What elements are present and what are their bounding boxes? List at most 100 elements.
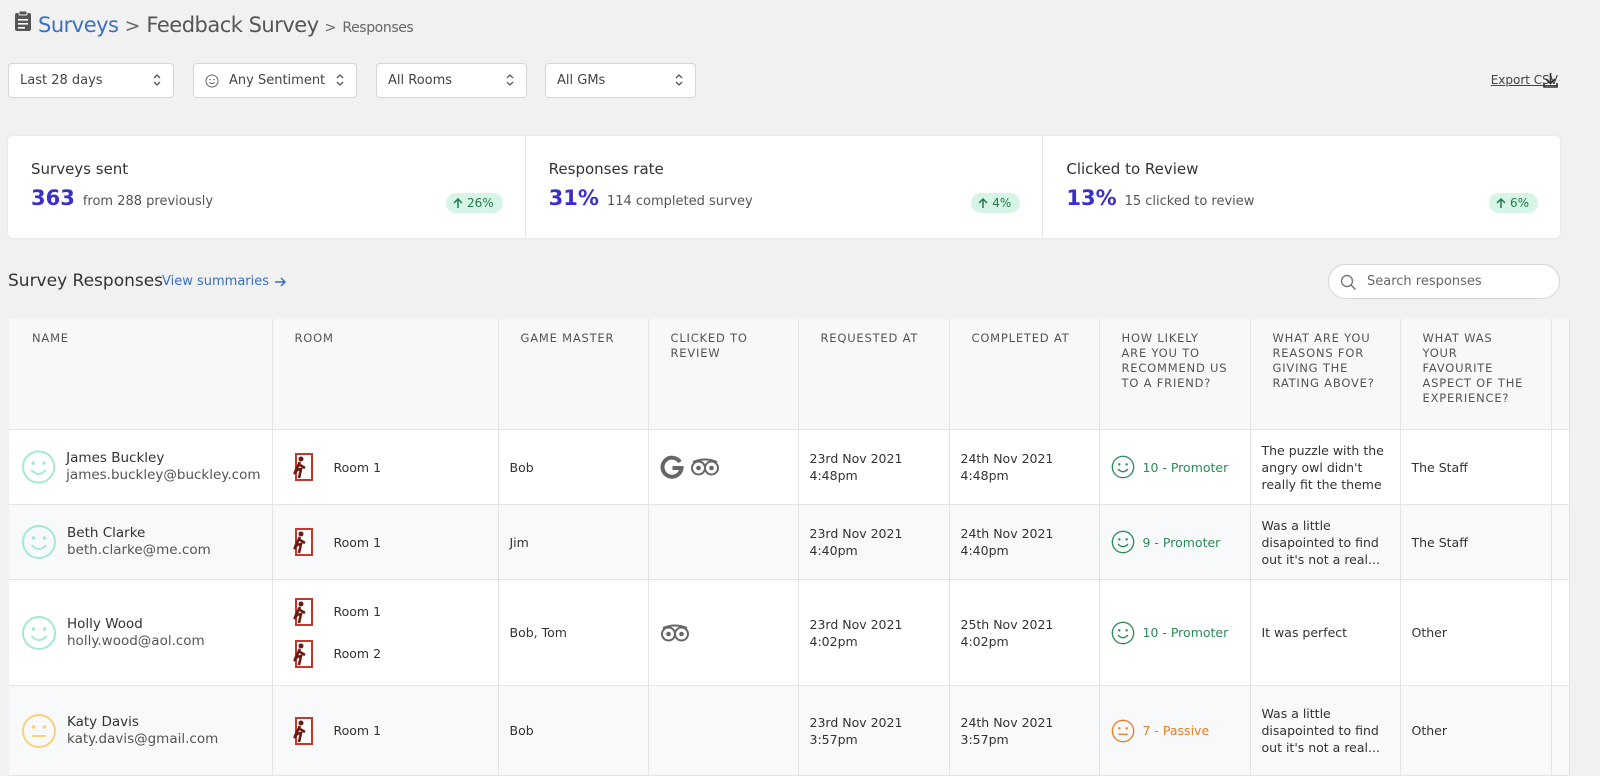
date: 24th Nov 2021 <box>960 451 1054 466</box>
name-block: Katy Davis katy.davis@gmail.com <box>20 713 261 749</box>
section-title: Survey Responses <box>8 271 164 291</box>
column-header: ROOM <box>272 319 499 430</box>
response-row[interactable]: Katy Davis katy.davis@gmail.com Room 1 Bo… <box>9 685 1570 776</box>
stat-value: 31% <box>548 186 599 210</box>
date: 23rd Nov 2021 <box>809 526 903 541</box>
stat-change-value: 26% <box>467 196 494 210</box>
score: 10 - Promoter <box>1111 621 1239 645</box>
respondent-email: katy.davis@gmail.com <box>67 730 219 747</box>
reason-cell: Was a little disapointed to find out it'… <box>1250 685 1401 776</box>
column-header: REQUESTED AT <box>798 319 950 430</box>
score: 9 - Promoter <box>1111 530 1239 554</box>
time: 4:02pm <box>960 633 1009 649</box>
review-cell <box>648 579 799 686</box>
time: 4:02pm <box>809 633 858 649</box>
up-arrow <box>1496 197 1506 208</box>
contact: Katy Davis katy.davis@gmail.com <box>67 714 218 748</box>
response-row[interactable]: Holly Wood holly.wood@aol.com Room 1 Room … <box>9 579 1570 686</box>
room-filter[interactable]: All Rooms <box>376 63 527 98</box>
contact: James Buckley james.buckley@buckley.com <box>66 450 260 484</box>
breadcrumb-separator: > <box>124 15 141 37</box>
breadcrumb-page: Responses <box>342 20 414 36</box>
filter-label: All Rooms <box>388 73 453 88</box>
download-icon[interactable] <box>1543 72 1558 88</box>
view-summaries[interactable]: View summaries <box>162 274 287 289</box>
review-cell <box>648 685 799 776</box>
stat-value: 363 <box>31 186 75 210</box>
gm-cell: Bob <box>498 685 649 776</box>
chevron <box>153 74 161 86</box>
sentiment-filter[interactable]: Any Sentiment <box>193 63 357 98</box>
tripadvisor-icon[interactable] <box>690 458 720 476</box>
stat-change-value: 4% <box>992 196 1012 210</box>
sentiment-face <box>22 615 56 650</box>
stat-row: 31% 114 completed survey <box>549 186 1043 210</box>
response-row[interactable]: James Buckley james.buckley@buckley.com R… <box>9 429 1570 505</box>
search-box[interactable]: Search responses <box>1328 264 1560 299</box>
time: 4:40pm <box>960 543 1009 558</box>
review-cell <box>648 504 799 580</box>
room-name: Room 1 <box>333 604 382 619</box>
stat-row: 363 from 288 previously <box>31 186 525 210</box>
requested-cell: 23rd Nov 2021 3:57pm <box>798 685 950 776</box>
stat-value: 13% <box>1066 186 1117 210</box>
date: 24th Nov 2021 <box>960 526 1054 541</box>
respondent-email: james.buckley@buckley.com <box>66 467 261 483</box>
response-row[interactable]: Beth Clarke beth.clarke@me.com Room 1 Jim… <box>9 504 1570 580</box>
overflow-cell <box>1551 504 1570 580</box>
reason-cell: The puzzle with the angry owl didn't rea… <box>1250 429 1401 505</box>
stat: Clicked to Review 13% 15 clicked to revie… <box>1043 136 1560 238</box>
score-text: 9 - Promoter <box>1142 534 1221 550</box>
room: Room 1 <box>284 521 487 563</box>
time: 3:57pm <box>809 731 858 747</box>
room-icon <box>292 716 313 745</box>
stat-detail: from 288 previously <box>82 194 214 209</box>
room-icon <box>292 453 313 481</box>
gm-cell: Jim <box>498 504 649 580</box>
score-cell: 7 - Passive <box>1099 685 1251 776</box>
gm-cell: Bob <box>498 429 649 505</box>
sentiment-face <box>1111 455 1134 479</box>
tripadvisor-icon[interactable] <box>660 624 690 642</box>
completed-cell: 25th Nov 2021 4:02pm <box>949 579 1100 686</box>
export-csv[interactable]: Export CSV <box>1490 73 1558 87</box>
requested-cell: 23rd Nov 2021 4:40pm <box>798 504 950 580</box>
column-header: NAME <box>9 319 273 430</box>
name-block: Holly Wood holly.wood@aol.com <box>20 615 261 651</box>
score-text: 7 - Passive <box>1142 723 1210 738</box>
respondent-name: Beth Clarke <box>67 525 146 541</box>
stat-label: Responses rate <box>548 160 664 178</box>
name-cell: James Buckley james.buckley@buckley.com <box>9 429 273 505</box>
column-header: HOW LIKELY ARE YOU TO RECOMMEND US TO A … <box>1099 319 1251 430</box>
date: 25th Nov 2021 <box>960 616 1054 632</box>
stat-change: 6% <box>1488 193 1539 213</box>
overflow-cell <box>1551 579 1570 686</box>
score: 7 - Passive <box>1111 719 1239 743</box>
gm-cell: Bob, Tom <box>498 579 649 686</box>
chevron <box>675 74 683 86</box>
score-cell: 10 - Promoter <box>1099 429 1251 505</box>
responses-table: NAME ROOM GAME MASTER CLICKED TO REVIEW … <box>9 319 1570 776</box>
date-filter[interactable]: Last 28 days <box>8 63 174 98</box>
filter-label: Last 28 days <box>20 73 103 88</box>
stat-change: 4% <box>971 193 1021 213</box>
gm-filter[interactable]: All GMs <box>545 63 696 98</box>
time: 4:48pm <box>809 468 858 483</box>
stat-row: 13% 15 clicked to review <box>1066 186 1560 210</box>
stat-detail: 114 completed survey <box>606 194 753 209</box>
room-icon <box>292 597 313 626</box>
time: 4:40pm <box>809 543 858 558</box>
date: 24th Nov 2021 <box>960 714 1054 730</box>
google-icon[interactable] <box>660 455 684 479</box>
breadcrumb-root[interactable]: Surveys <box>38 13 119 37</box>
link-text[interactable]: View summaries <box>162 274 270 289</box>
stat-change-value: 6% <box>1509 196 1530 210</box>
room: Room 1 <box>284 591 487 633</box>
room-cell: Room 1 <box>272 429 499 505</box>
breadcrumb-survey[interactable]: Feedback Survey <box>146 13 319 37</box>
stat-label: Clicked to Review <box>1066 160 1199 178</box>
stat-change: 26% <box>446 193 503 213</box>
chevron <box>506 74 514 86</box>
